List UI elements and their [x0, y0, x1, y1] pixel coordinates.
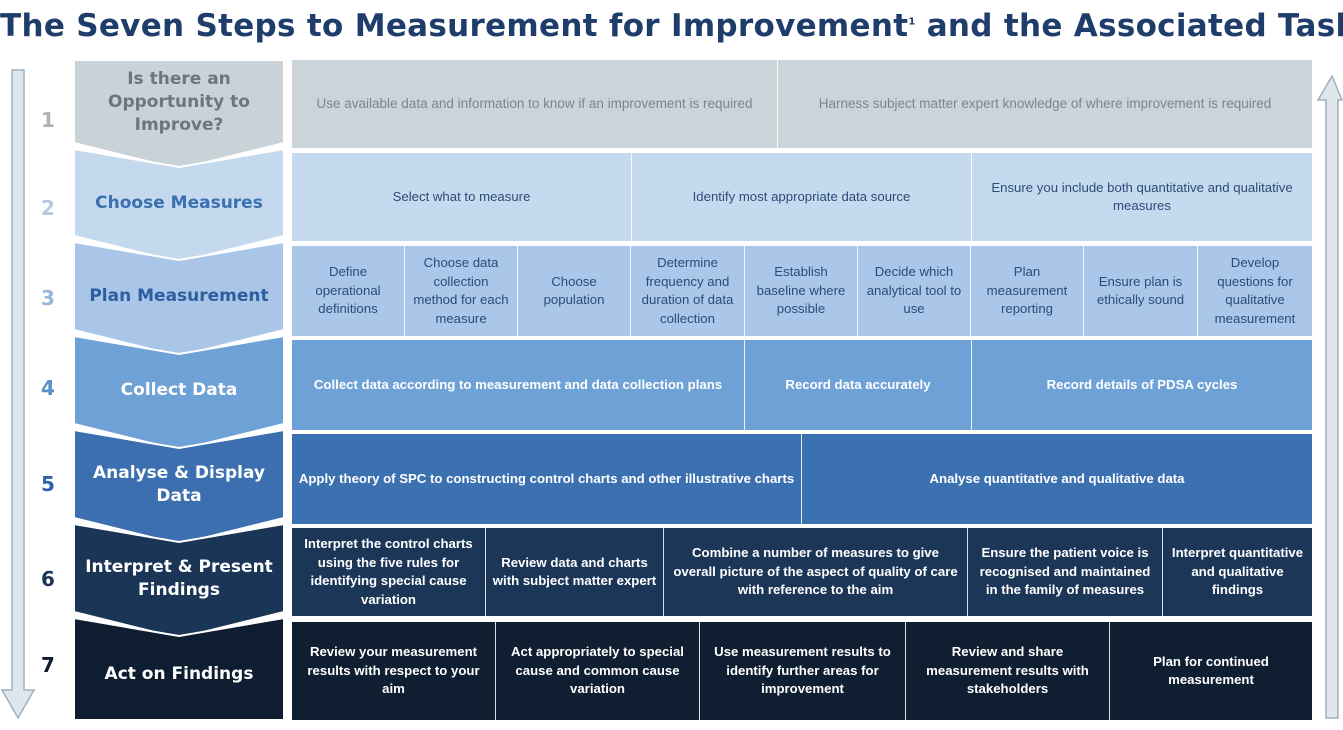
up-arrow-icon	[1316, 74, 1343, 719]
task-row: Apply theory of SPC to constructing cont…	[292, 434, 1312, 524]
task-cell: Decide which analytical tool to use	[858, 246, 971, 336]
title-rest: and the Associated Tasks	[915, 8, 1343, 44]
step-number: 5	[41, 472, 55, 496]
task-cell: Determine frequency and duration of data…	[631, 246, 745, 336]
task-cell: Review data and charts with subject matt…	[486, 528, 664, 616]
step-chevron	[73, 334, 285, 452]
task-cell: Review your measurement results with res…	[292, 622, 496, 720]
step-chevron	[73, 59, 285, 171]
task-row: Select what to measure Identify most appr…	[292, 153, 1312, 241]
task-cell: Select what to measure	[292, 153, 632, 241]
task-cell: Record details of PDSA cycles	[1046, 376, 1238, 392]
step-label: Collect Data	[120, 380, 238, 400]
step-label: Is there an Opportunity to Improve?	[108, 69, 250, 135]
task-row: Collect data according to measurement an…	[292, 340, 1312, 430]
task-row: Review your measurement results with res…	[292, 622, 1312, 720]
step-chevron	[73, 428, 285, 546]
step-number: 2	[41, 196, 55, 220]
step-chevron	[73, 522, 285, 640]
step-label: Plan Measurement	[89, 286, 269, 306]
task-cell: Use measurement results to identify furt…	[700, 622, 906, 720]
step-number: 7	[41, 653, 55, 677]
task-cell: Interpret quantitative and qualitative f…	[1171, 545, 1304, 598]
step-chevron	[73, 616, 285, 721]
step-number: 4	[41, 376, 55, 400]
task-cell: Combine a number of measures to give ove…	[664, 528, 968, 616]
task-cell: Define operational definitions	[292, 246, 405, 336]
task-cell: Choose data collection method for each m…	[405, 246, 518, 336]
step-label: Act on Findings	[104, 663, 254, 684]
title-superscript: 1	[908, 16, 916, 28]
step-chevrons	[73, 59, 285, 721]
task-cell: Plan measurement reporting	[971, 246, 1084, 336]
step-label: Choose Measures	[95, 193, 263, 213]
task-row: Interpret the control charts using the f…	[292, 528, 1312, 616]
task-cell: Act appropriately to special cause and c…	[496, 622, 700, 720]
task-cell: Ensure plan is ethically sound	[1084, 246, 1198, 336]
task-cell: Apply theory of SPC to constructing cont…	[292, 434, 802, 524]
task-cell: Analyse quantitative and qualitative dat…	[929, 470, 1185, 486]
task-cell: Ensure you include both quantitative and…	[991, 179, 1293, 214]
step-label: Interpret & Present Findings	[85, 556, 273, 600]
step-number: 1	[41, 108, 55, 132]
step-number: 6	[41, 567, 55, 591]
task-cell: Ensure the patient voice is recognised a…	[968, 528, 1163, 616]
task-cell: Choose population	[518, 246, 631, 336]
task-row: Use available data and information to kn…	[292, 60, 1312, 148]
task-cell: Use available data and information to kn…	[292, 60, 778, 148]
page-title: The Seven Steps to Measurement for Impro…	[0, 8, 1343, 44]
title-main: The Seven Steps to Measurement for Impro…	[0, 8, 909, 44]
task-cell: Collect data according to measurement an…	[292, 340, 745, 430]
task-cell: Record data accurately	[745, 340, 972, 430]
task-cell: Develop questions for qualitative measur…	[1214, 255, 1296, 326]
task-cell: Interpret the control charts using the f…	[292, 528, 486, 616]
task-cell: Identify most appropriate data source	[632, 153, 972, 241]
task-row: Define operational definitions Choose dat…	[292, 246, 1312, 336]
step-label: Analyse & Display Data	[92, 462, 266, 506]
task-cell: Plan for continued measurement	[1153, 653, 1269, 688]
step-chevron	[73, 147, 285, 264]
step-chevron	[73, 240, 285, 358]
down-arrow-icon	[0, 69, 36, 720]
task-cell: Harness subject matter expert knowledge …	[818, 95, 1272, 111]
task-cell: Establish baseline where possible	[745, 246, 858, 336]
task-cell: Review and share measurement results wit…	[906, 622, 1110, 720]
step-number: 3	[41, 286, 55, 310]
